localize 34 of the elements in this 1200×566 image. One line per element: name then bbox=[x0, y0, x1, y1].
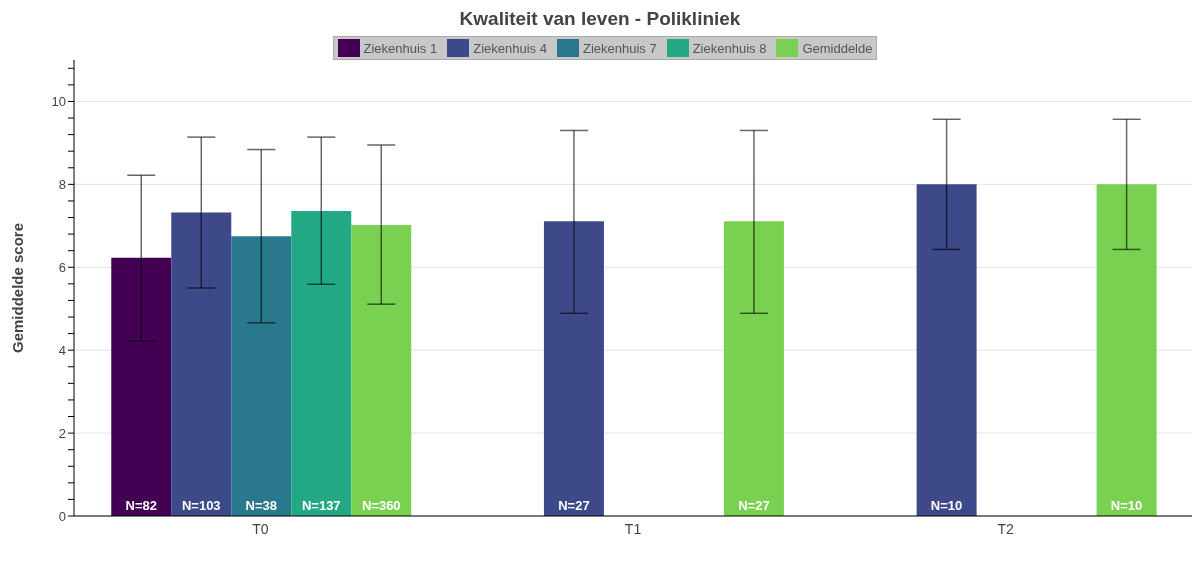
annotation: N=10 bbox=[930, 498, 963, 513]
legend-label: Ziekenhuis 8 bbox=[691, 39, 767, 57]
y-tick-label: 0 bbox=[58, 508, 66, 524]
y-tick-label: 4 bbox=[58, 342, 66, 358]
y-tick-label: 10 bbox=[51, 94, 66, 110]
x-tick-label: T1 bbox=[624, 520, 642, 537]
x-tick-label: T2 bbox=[997, 520, 1015, 537]
annotation: N=82 bbox=[125, 498, 157, 513]
annotation: N=38 bbox=[245, 498, 277, 513]
bar bbox=[916, 184, 977, 516]
annotation: N=10 bbox=[1110, 498, 1143, 513]
bar bbox=[1096, 184, 1157, 516]
y-tick-label: 2 bbox=[58, 425, 66, 441]
legend-label: Ziekenhuis 4 bbox=[472, 39, 547, 57]
bar bbox=[171, 212, 232, 516]
annotation: N=27 bbox=[558, 498, 590, 513]
legend-label: Ziekenhuis 1 bbox=[362, 39, 438, 57]
y-tick-label: 6 bbox=[58, 259, 66, 275]
annotation: N=360 bbox=[361, 498, 401, 513]
annotation: N=27 bbox=[738, 498, 770, 513]
bar bbox=[111, 257, 172, 516]
bar bbox=[351, 224, 412, 516]
x-tick-label: T0 bbox=[252, 520, 269, 537]
bar bbox=[231, 236, 292, 516]
bar bbox=[723, 221, 784, 516]
chart-title: Kwaliteit van leven - Polikliniek bbox=[458, 8, 742, 31]
y-axis-title: Gemiddelde score bbox=[9, 222, 27, 354]
y-tick-label: 8 bbox=[58, 176, 66, 192]
legend-label: Ziekenhuis 7 bbox=[581, 39, 657, 57]
bar bbox=[291, 210, 352, 516]
annotation: N=137 bbox=[301, 498, 341, 513]
bar bbox=[543, 221, 604, 516]
legend-label: Gemiddelde bbox=[801, 39, 873, 57]
annotation: N=103 bbox=[181, 498, 221, 513]
